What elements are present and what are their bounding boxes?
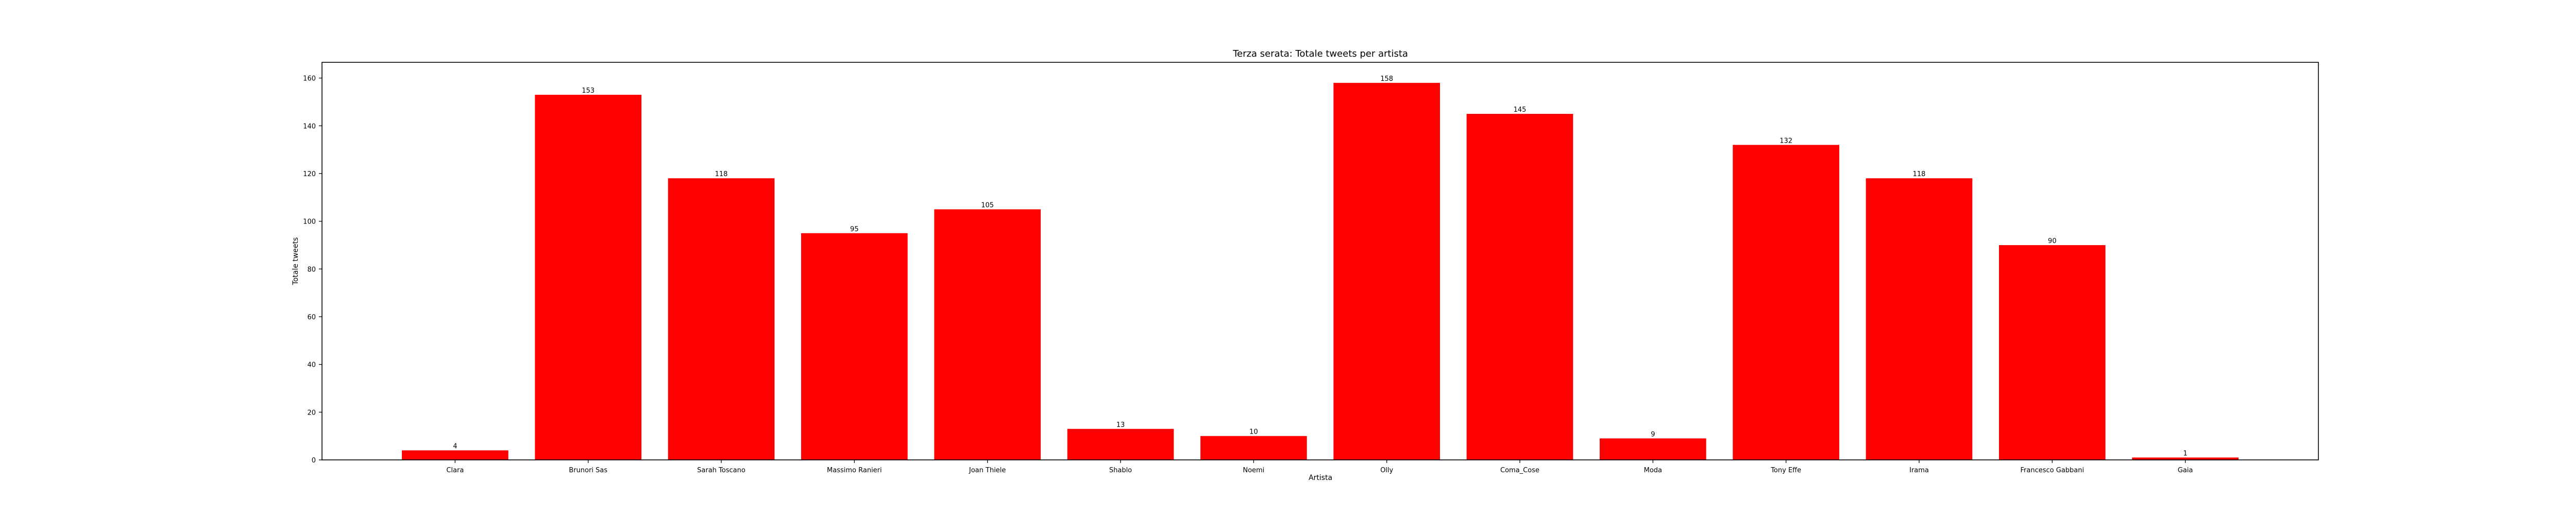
y-tick-label: 40: [307, 362, 316, 369]
y-axis: 0 20 40 60 80 100 120 140 160: [303, 75, 322, 465]
bar-value-label: 118: [1913, 170, 1926, 178]
y-tick-label: 120: [303, 170, 316, 178]
y-tick-label: 20: [307, 409, 316, 417]
bar-value-label: 145: [1514, 106, 1527, 114]
bar: [1200, 436, 1307, 460]
bar-value-label: 118: [715, 170, 728, 178]
x-tick-label: Irama: [1909, 467, 1929, 474]
bar: [1067, 428, 1174, 460]
plot-frame: [321, 62, 2319, 460]
bar: [1333, 82, 1440, 460]
bar-value-label: 90: [2048, 237, 2057, 245]
x-tick-label: Olly: [1380, 467, 1393, 474]
bar: [1466, 114, 1573, 460]
y-tick-label: 100: [303, 218, 316, 226]
x-tick-label: Joan Thiele: [969, 467, 1006, 474]
x-tick-label: Shablo: [1109, 467, 1132, 474]
bar: [1866, 178, 1973, 460]
x-axis-label: Artista: [1309, 474, 1332, 482]
bar: [801, 233, 908, 460]
bar: [668, 178, 775, 460]
chart-title: Terza serata: Totale tweets per artista: [1232, 48, 1408, 59]
x-tick-label: Gaia: [2178, 467, 2193, 474]
bar: [1600, 438, 1706, 460]
x-tick-label: Massimo Ranieri: [827, 467, 882, 474]
bar: [535, 95, 641, 460]
x-tick-label: Sarah Toscano: [697, 467, 745, 474]
y-tick-label: 80: [307, 266, 316, 273]
bar-value-label: 153: [582, 87, 595, 95]
x-axis: Clara Brunori Sas Sarah Toscano Massimo Ran…: [446, 460, 2193, 474]
bar-value-label: 10: [1249, 428, 1258, 436]
bar-value-label: 9: [1651, 431, 1655, 438]
y-tick-label: 160: [303, 75, 316, 83]
bar: [1733, 145, 1839, 460]
x-tick-label: Francesco Gabbani: [2021, 467, 2084, 474]
bar-value-label: 158: [1380, 75, 1393, 83]
x-tick-label: Clara: [446, 467, 464, 474]
bar-value-label: 4: [453, 442, 457, 450]
x-tick-label: Moda: [1644, 467, 1662, 474]
bars-layer: [402, 82, 2239, 460]
bar: [1999, 245, 2106, 460]
bar-value-label: 105: [981, 201, 994, 209]
bar: [402, 450, 509, 460]
x-tick-label: Noemi: [1243, 467, 1264, 474]
bar-value-label: 95: [850, 226, 859, 233]
x-tick-label: Tony Effe: [1770, 467, 1801, 474]
bar: [934, 209, 1041, 460]
x-tick-label: Coma_Cose: [1500, 467, 1539, 474]
bar-value-label: 1: [2183, 450, 2188, 457]
bar-labels-layer: 4 153 118 95 105 13 10 158 145 9 132 118 90 1: [453, 75, 2188, 458]
y-tick-label: 0: [312, 457, 316, 465]
y-tick-label: 140: [303, 123, 316, 130]
y-axis-label: Totale tweets: [292, 237, 300, 286]
x-tick-label: Brunori Sas: [569, 467, 607, 474]
y-tick-label: 60: [307, 314, 316, 321]
bar: [2132, 457, 2239, 460]
bar-value-label: 13: [1116, 421, 1125, 429]
bar-value-label: 132: [1780, 137, 1792, 145]
